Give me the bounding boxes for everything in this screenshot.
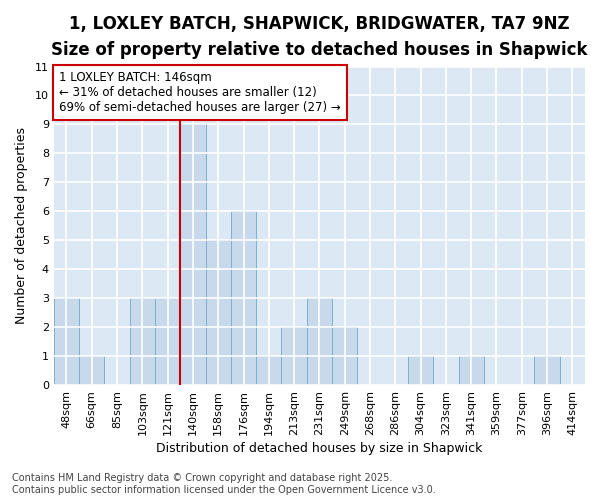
Bar — [458, 356, 484, 385]
Bar — [180, 124, 206, 385]
Bar — [332, 327, 358, 385]
Text: 1 LOXLEY BATCH: 146sqm
← 31% of detached houses are smaller (12)
69% of semi-det: 1 LOXLEY BATCH: 146sqm ← 31% of detached… — [59, 72, 341, 114]
Bar — [155, 298, 180, 385]
Y-axis label: Number of detached properties: Number of detached properties — [15, 128, 28, 324]
Bar — [231, 212, 256, 385]
Title: 1, LOXLEY BATCH, SHAPWICK, BRIDGWATER, TA7 9NZ
Size of property relative to deta: 1, LOXLEY BATCH, SHAPWICK, BRIDGWATER, T… — [51, 15, 587, 60]
Bar — [535, 356, 560, 385]
Bar — [130, 298, 155, 385]
Bar — [281, 327, 307, 385]
X-axis label: Distribution of detached houses by size in Shapwick: Distribution of detached houses by size … — [156, 442, 482, 455]
Bar — [307, 298, 332, 385]
Bar — [256, 356, 281, 385]
Bar — [408, 356, 433, 385]
Bar — [206, 240, 231, 385]
Bar — [54, 298, 79, 385]
Bar — [79, 356, 104, 385]
Text: Contains HM Land Registry data © Crown copyright and database right 2025.
Contai: Contains HM Land Registry data © Crown c… — [12, 474, 436, 495]
